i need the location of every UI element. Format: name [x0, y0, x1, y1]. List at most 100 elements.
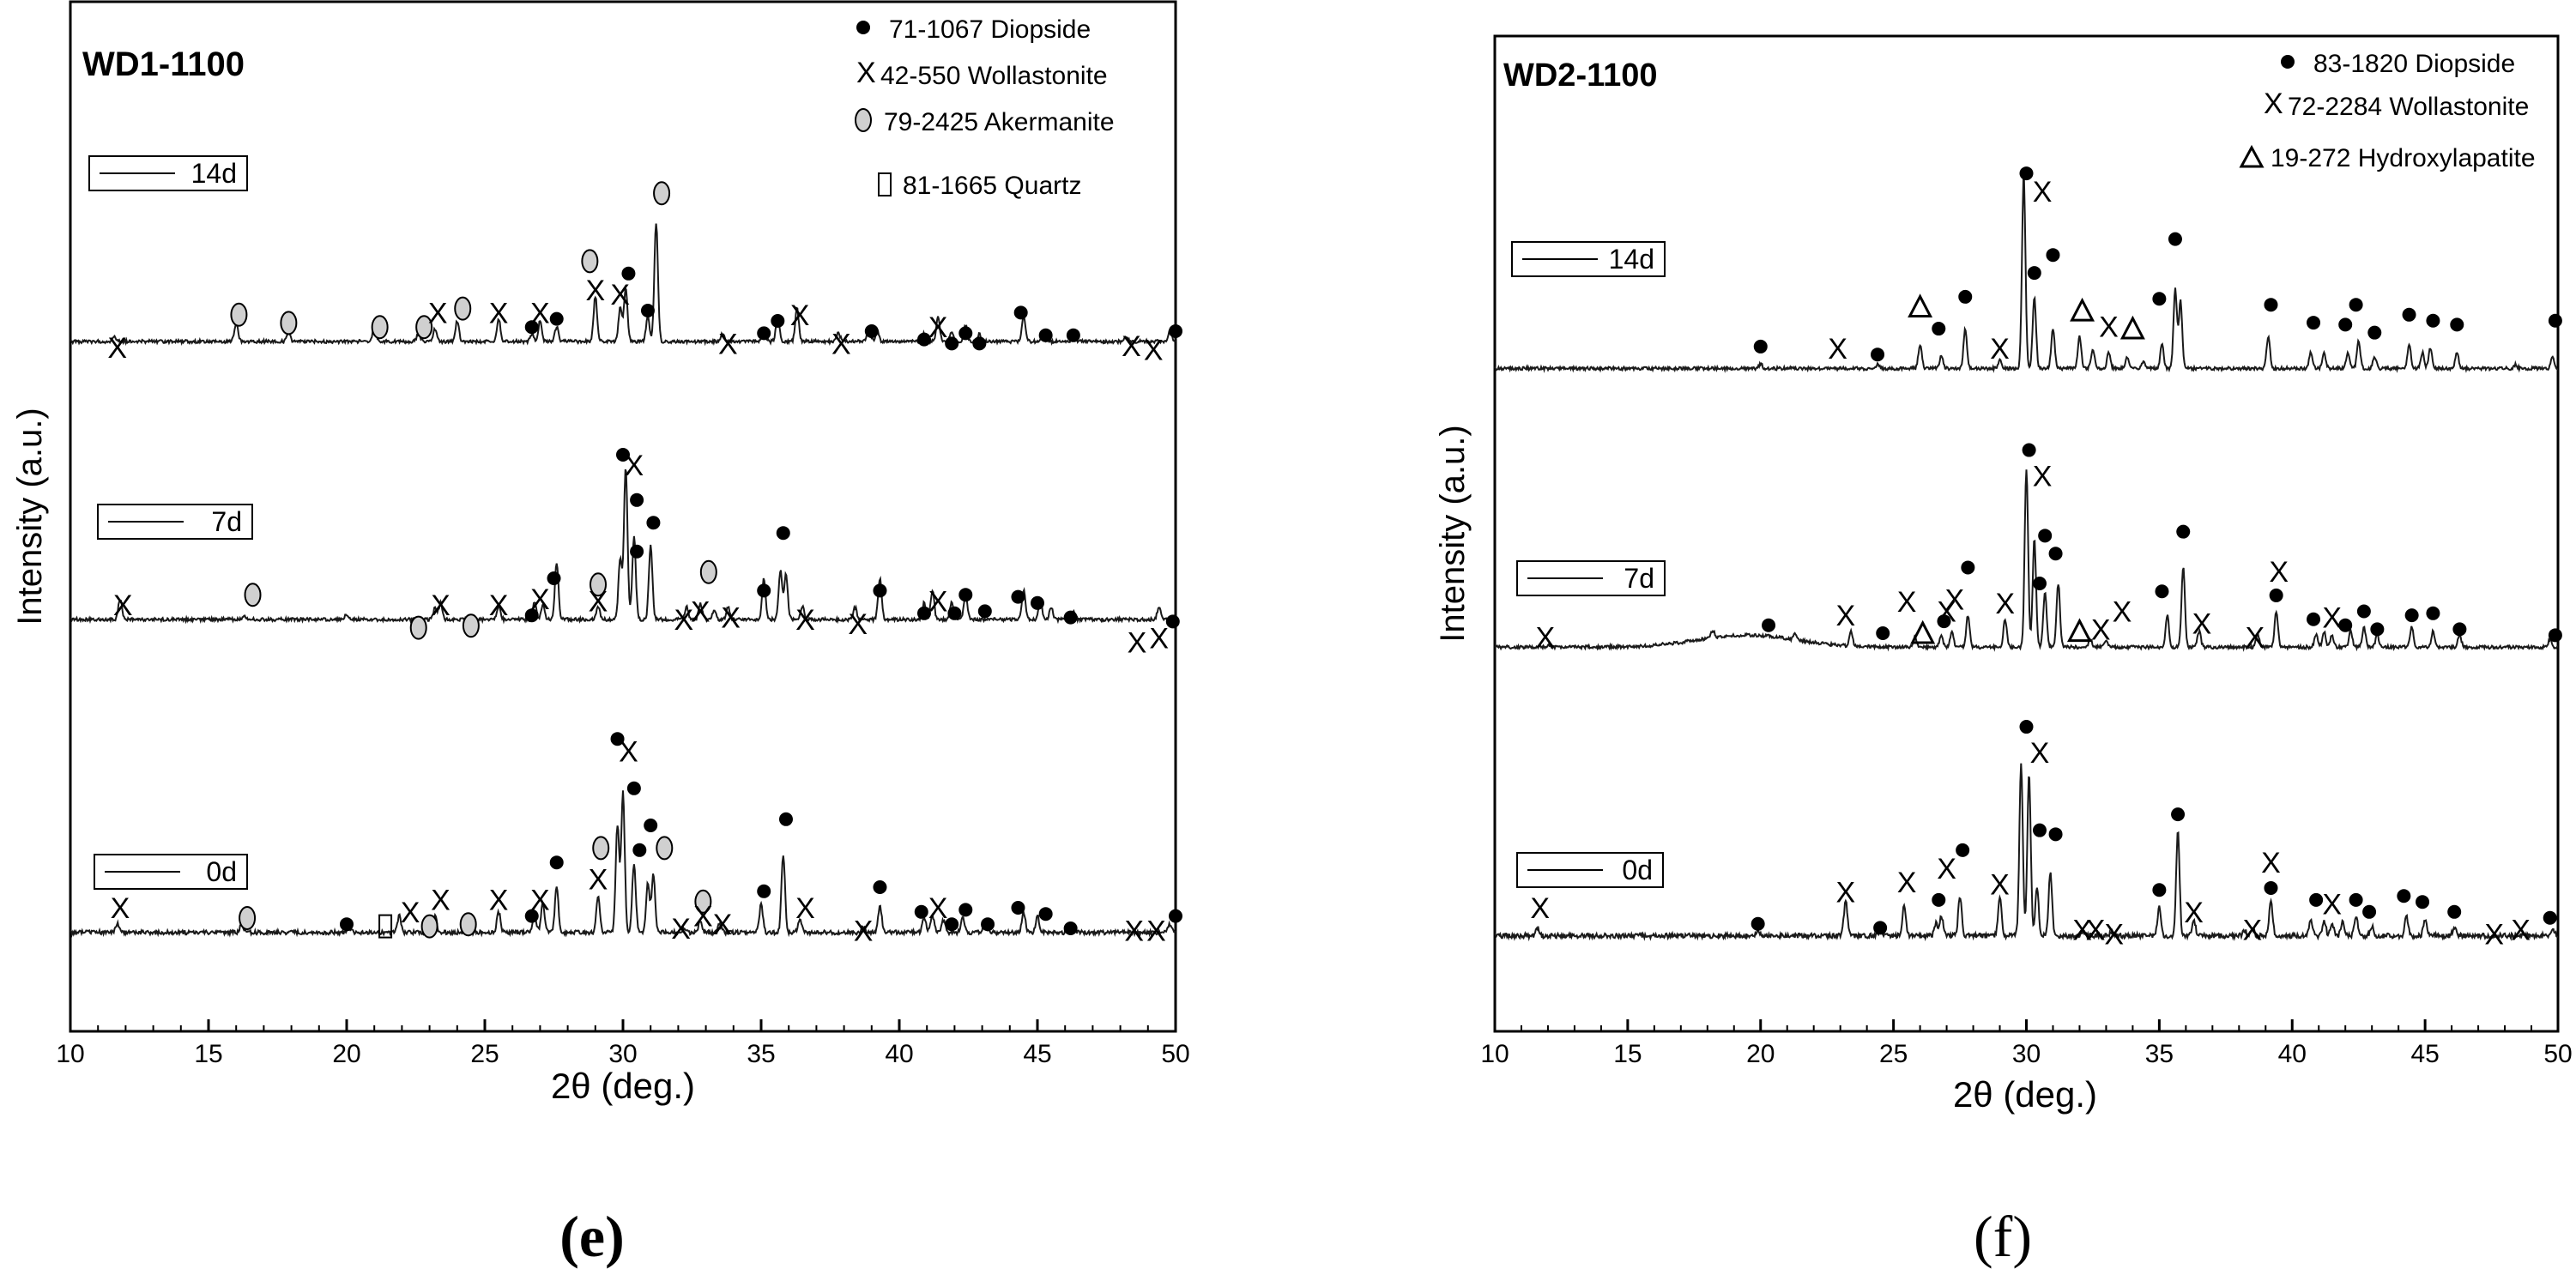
- marker-diopside: [945, 336, 959, 351]
- marker-diopside: [2426, 606, 2440, 620]
- x-tick-label: 30: [608, 1040, 637, 1068]
- marker-wollastonite: X: [489, 884, 509, 916]
- marker-diopside: [2338, 317, 2353, 332]
- legend-entry-hydroxylapatite: 19-272 Hydroxylapatite: [2271, 144, 2536, 172]
- legend-entry-diopside: 71-1067 Diopside: [889, 15, 1091, 44]
- x-tick-label: 40: [2278, 1040, 2307, 1068]
- marker-wollastonite: X: [1897, 867, 1917, 899]
- marker-wollastonite: X: [2261, 847, 2281, 879]
- marker-wollastonite: X: [718, 328, 738, 360]
- marker-diopside: [1011, 589, 1025, 604]
- marker-diopside: [757, 884, 771, 898]
- marker-diopside: [757, 326, 771, 341]
- x-tick-label: 40: [885, 1040, 913, 1068]
- marker-akermanite: [420, 914, 438, 939]
- x-tick-label: 15: [194, 1040, 222, 1068]
- marker-diopside: [621, 266, 636, 281]
- marker-diopside: [1876, 626, 1890, 640]
- marker-diopside: [2349, 892, 2363, 907]
- marker-wollastonite: X: [610, 279, 630, 311]
- marker-wollastonite: X: [530, 297, 550, 329]
- legend-rect-marker: [878, 172, 892, 196]
- marker-akermanite: [653, 181, 671, 206]
- x-tick-label: 25: [470, 1040, 499, 1068]
- marker-diopside: [1753, 339, 1768, 353]
- marker-wollastonite: X: [2242, 915, 2262, 947]
- marker-wollastonite: X: [1122, 330, 1141, 363]
- marker-diopside: [1063, 922, 1078, 935]
- legend-entry-quartz: 81-1665 Quartz: [903, 172, 1081, 200]
- x-axis-label: 2θ (deg.): [551, 1066, 695, 1106]
- marker-wollastonite: X: [107, 332, 127, 365]
- y-axis-label: Intensity (a.u.): [1434, 425, 1472, 642]
- marker-diopside: [2548, 313, 2562, 328]
- marker-diopside: [630, 492, 644, 507]
- marker-diopside: [2032, 823, 2047, 837]
- marker-diopside: [524, 608, 539, 623]
- marker-diopside: [547, 571, 561, 585]
- marker-diopside: [2416, 895, 2430, 909]
- marker-diopside: [2356, 604, 2371, 619]
- marker-wollastonite: X: [2322, 889, 2342, 922]
- marker-diopside: [1932, 892, 1946, 907]
- marker-akermanite: [280, 311, 298, 335]
- marker-diopside: [2548, 628, 2562, 643]
- chart-panel-wd2: WD2-1100 Intensity (a.u.) 2θ (deg.) (f) …: [1434, 34, 2560, 1269]
- marker-diopside: [2027, 266, 2041, 281]
- legend-x-marker: X: [856, 57, 876, 89]
- x-tick-label: 20: [1746, 1040, 1775, 1068]
- marker-wollastonite: X: [2484, 918, 2504, 951]
- marker-diopside: [1958, 289, 1973, 304]
- marker-akermanite: [699, 559, 717, 584]
- marker-diopside: [945, 917, 959, 932]
- marker-wollastonite: X: [928, 892, 948, 925]
- marker-diopside: [2404, 608, 2419, 623]
- marker-diopside: [2048, 547, 2063, 561]
- marker-wollastonite: X: [1144, 335, 1164, 367]
- marker-akermanite: [409, 615, 427, 640]
- marker-diopside: [757, 583, 771, 598]
- marker-hydroxylapatite: [2070, 297, 2095, 322]
- series-legend-label: 14d: [191, 158, 237, 189]
- marker-wollastonite: X: [1149, 623, 1169, 656]
- x-tick-label: 15: [1613, 1040, 1642, 1068]
- marker-diopside: [2171, 807, 2186, 822]
- marker-wollastonite: X: [111, 892, 130, 925]
- marker-wollastonite: X: [113, 589, 133, 622]
- marker-wollastonite: X: [2269, 556, 2289, 589]
- x-tick-label: 25: [1879, 1040, 1908, 1068]
- marker-diopside: [958, 903, 973, 917]
- series-line-14d: [1494, 178, 2559, 373]
- marker-diopside: [2307, 612, 2321, 626]
- marker-akermanite: [239, 906, 257, 930]
- marker-hydroxylapatite: [2119, 315, 2145, 340]
- marker-wollastonite: X: [674, 604, 693, 637]
- marker-wollastonite: X: [790, 299, 810, 332]
- marker-diopside: [2452, 622, 2467, 637]
- marker-wollastonite: X: [2192, 607, 2212, 640]
- legend-dot-marker: [856, 21, 870, 34]
- x-tick-label: 50: [1161, 1040, 1189, 1068]
- marker-diopside: [958, 588, 973, 602]
- marker-diopside: [1932, 322, 1946, 336]
- marker-diopside: [1038, 907, 1053, 922]
- marker-diopside: [2450, 317, 2464, 332]
- marker-wollastonite: X: [1536, 622, 1556, 655]
- marker-diopside: [626, 781, 641, 795]
- marker-wollastonite: X: [1937, 853, 1956, 885]
- marker-wollastonite: X: [721, 602, 741, 635]
- marker-diopside: [2543, 910, 2557, 925]
- marker-wollastonite: X: [1828, 333, 1847, 366]
- marker-diopside: [2397, 889, 2411, 903]
- marker-wollastonite: X: [489, 297, 509, 329]
- marker-diopside: [2152, 292, 2167, 306]
- panel-title: WD1-1100: [82, 45, 245, 83]
- marker-wollastonite: X: [2104, 918, 2124, 951]
- legend-entry-wollastonite: 72-2284 Wollastonite: [2288, 93, 2529, 121]
- marker-wollastonite: X: [2184, 897, 2204, 929]
- marker-akermanite: [590, 572, 608, 597]
- marker-wollastonite: X: [2033, 461, 2053, 493]
- marker-akermanite: [371, 315, 389, 340]
- marker-wollastonite: X: [2030, 737, 2050, 770]
